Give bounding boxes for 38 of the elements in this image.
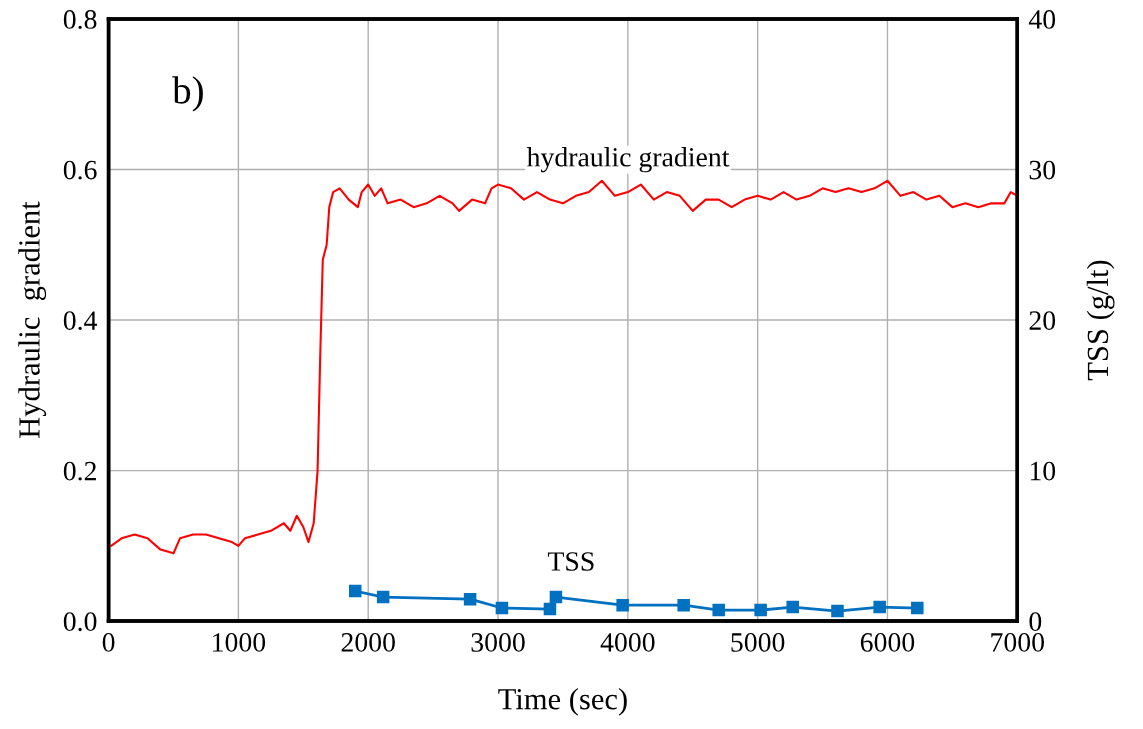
point (677, 598, 690, 612)
y-axis-title: Hydraulic gradient (18, 201, 47, 438)
series-label: hydraulic gradient (526, 147, 730, 173)
x-tick-label: 4000 (600, 633, 655, 652)
y-tick-label: 0.0 (63, 612, 97, 632)
y-tick-label: 0.6 (63, 160, 97, 180)
x-tick-label: 5000 (731, 633, 785, 652)
x-tick-label: 6000 (860, 633, 915, 652)
x-tick-label: 7000 (991, 633, 1044, 652)
y-tick-label: 0.2 (63, 461, 96, 481)
y2-tick-label: 20 (1029, 311, 1056, 330)
point (911, 601, 924, 615)
y2-tick-label: 40 (1028, 10, 1056, 29)
point (786, 600, 799, 614)
x-tick-label: 3000 (471, 633, 525, 652)
y2-axis-title: TSS (g/lt) (1086, 260, 1115, 381)
annotation: b) (172, 76, 203, 112)
point (549, 590, 563, 604)
point (376, 590, 390, 604)
point (754, 603, 767, 617)
point (348, 584, 362, 598)
point (495, 601, 509, 615)
series-label: TSS (547, 552, 594, 571)
point (712, 603, 725, 617)
point (616, 598, 629, 612)
point (831, 604, 844, 618)
y2-tick-label: 0 (1029, 612, 1042, 632)
y-tick-label: 0.4 (63, 311, 98, 331)
y2-tick-label: 10 (1030, 461, 1056, 481)
point (543, 602, 557, 616)
y-tick-label: 0.8 (63, 10, 97, 29)
point (463, 592, 477, 606)
x-tick-label: 0 (102, 633, 115, 652)
x-tick-label: 1000 (213, 633, 266, 652)
x-axis-title: Time (sec) (498, 687, 627, 716)
y2-tick-label: 30 (1029, 160, 1056, 180)
point (873, 600, 886, 614)
x-tick-label: 2000 (341, 633, 395, 652)
